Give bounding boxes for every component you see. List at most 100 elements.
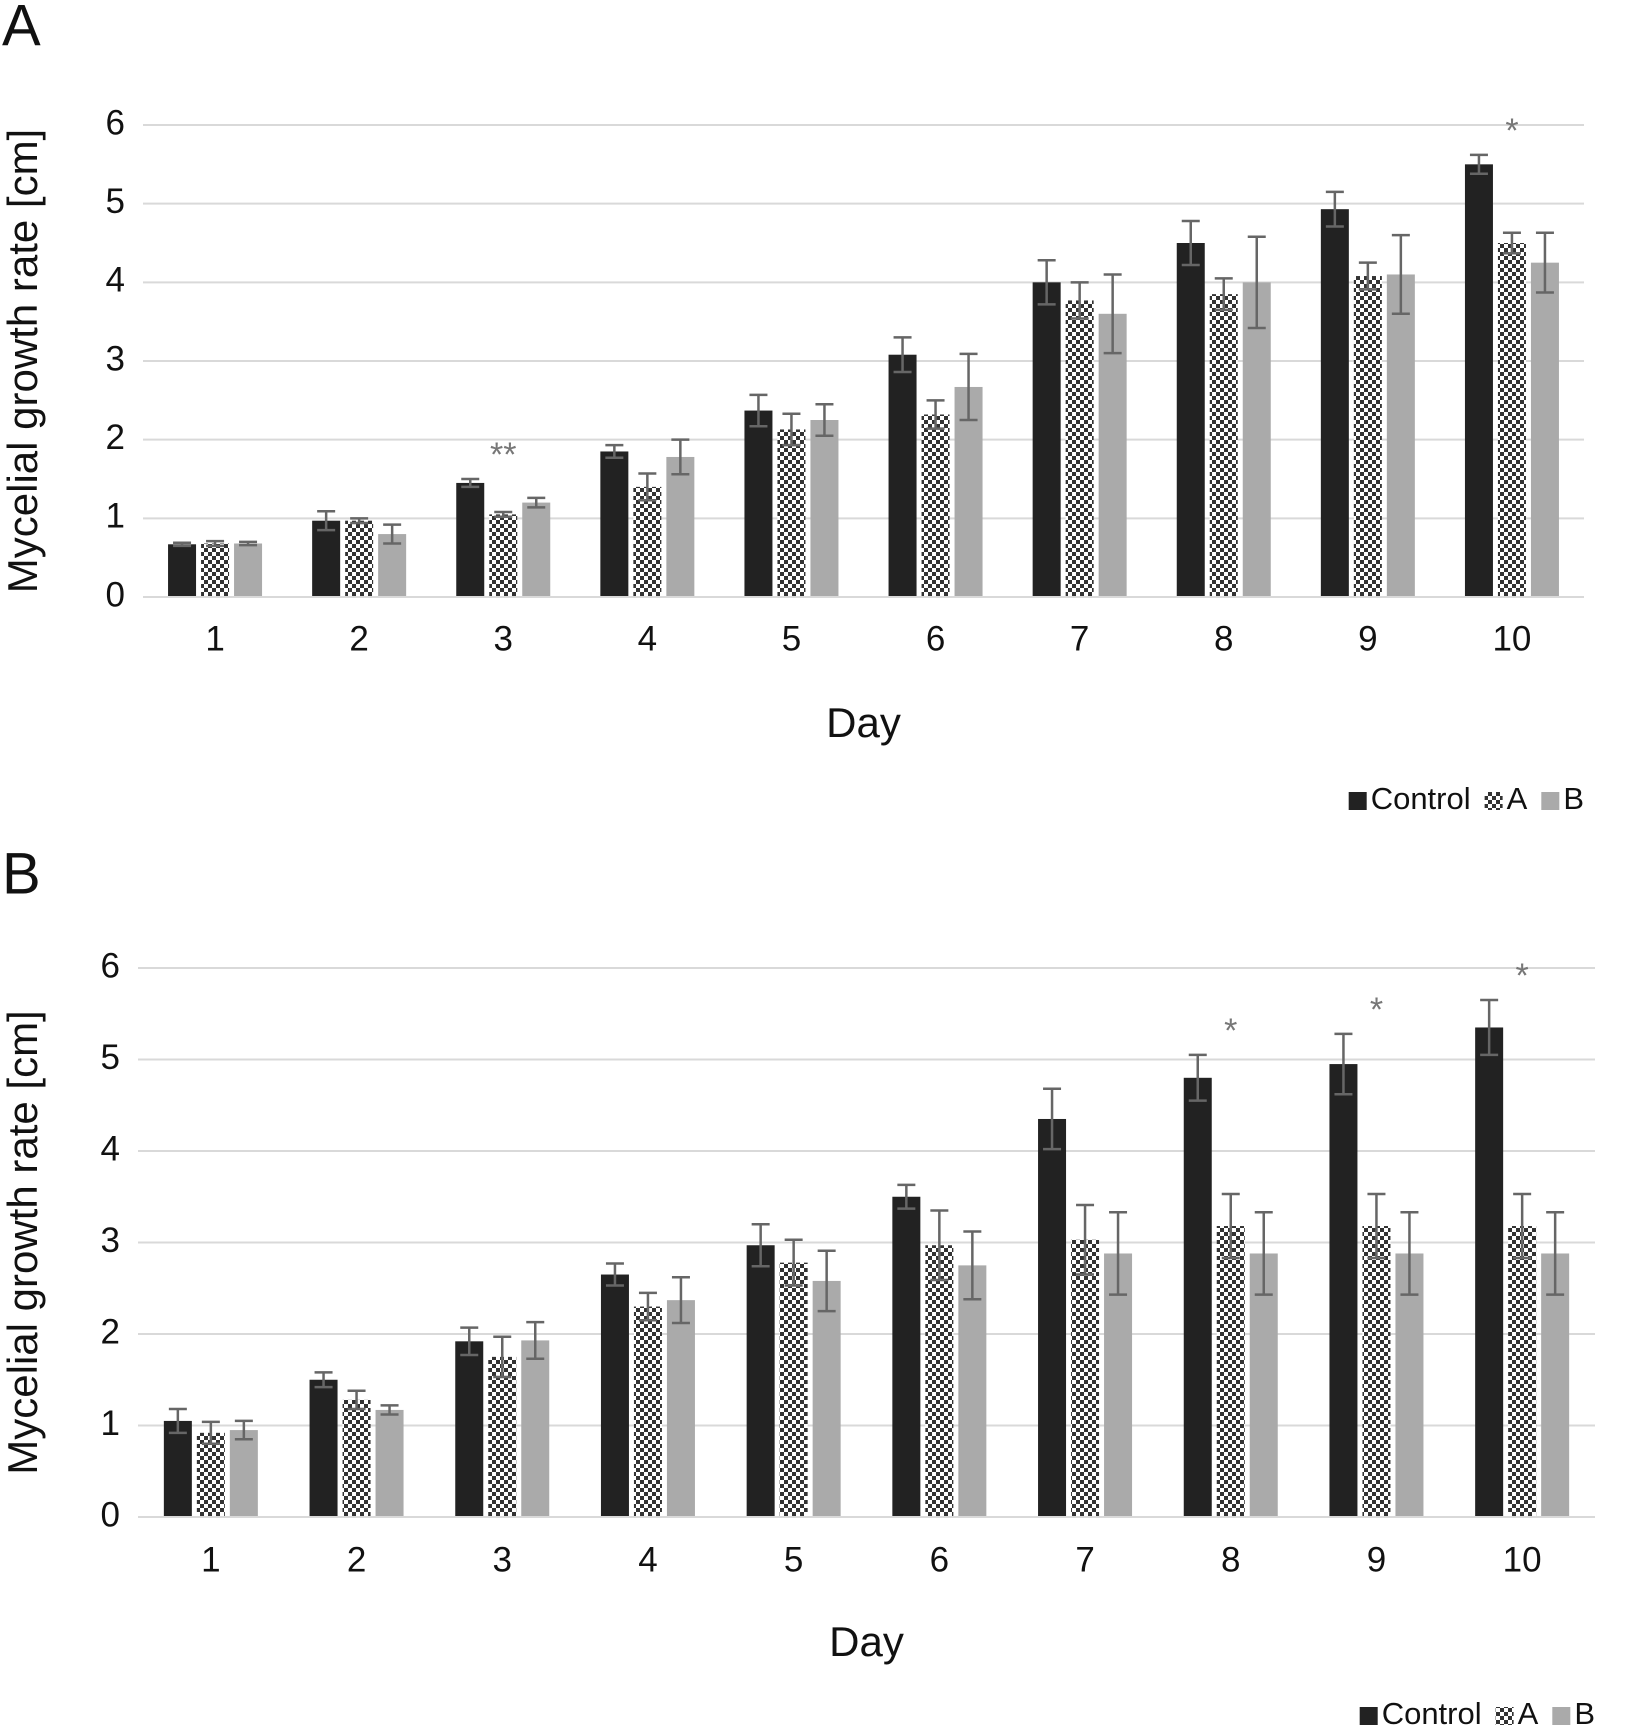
error-bar xyxy=(1070,281,1089,320)
error-bar xyxy=(1221,1192,1240,1260)
legend-label: B xyxy=(1563,781,1584,816)
x-axis-title: Day xyxy=(826,699,901,746)
bar xyxy=(521,1340,550,1517)
error-bar xyxy=(605,443,624,460)
bar xyxy=(1362,1226,1391,1517)
bar xyxy=(309,1379,338,1517)
error-bar xyxy=(1535,231,1554,294)
bar xyxy=(1249,1253,1278,1517)
legend-swatch xyxy=(1495,1707,1514,1725)
x-tick-label: 6 xyxy=(926,619,945,658)
error-bar xyxy=(1367,1192,1386,1260)
y-tick-label: 1 xyxy=(101,1404,120,1443)
significance-mark: * xyxy=(1516,957,1529,995)
x-tick-label: 10 xyxy=(1492,619,1531,658)
error-bar xyxy=(314,1371,333,1389)
bar xyxy=(600,1274,629,1517)
significance-mark: ** xyxy=(490,436,516,474)
bar xyxy=(455,1341,484,1517)
bar xyxy=(1242,282,1271,597)
bar xyxy=(1104,1253,1133,1517)
error-bar xyxy=(347,1389,366,1411)
error-bar xyxy=(1480,998,1499,1057)
bar xyxy=(1183,1077,1212,1517)
x-tick-label: 3 xyxy=(494,619,513,658)
y-tick-label: 3 xyxy=(101,1221,120,1260)
y-tick-label: 0 xyxy=(101,1495,120,1534)
panel-label: A xyxy=(2,0,41,58)
bar xyxy=(1098,313,1127,597)
x-tick-label: 7 xyxy=(1075,1540,1094,1579)
bar xyxy=(666,456,695,597)
error-bar xyxy=(1109,1211,1128,1296)
error-bar xyxy=(1469,153,1488,176)
bar xyxy=(1216,1226,1245,1517)
bar xyxy=(1475,1027,1504,1517)
error-bar xyxy=(1391,233,1410,316)
y-axis-title: Mycelial growth rate [cm] xyxy=(0,129,46,593)
error-bar xyxy=(897,1183,916,1210)
legend-swatch xyxy=(1541,792,1560,810)
error-bar xyxy=(1502,231,1521,255)
x-tick-label: 3 xyxy=(493,1540,512,1579)
error-bar xyxy=(1247,235,1266,330)
error-bar xyxy=(239,540,258,547)
error-bar xyxy=(815,403,834,437)
x-tick-label: 5 xyxy=(784,1540,803,1579)
error-bar xyxy=(1400,1211,1419,1296)
error-bar xyxy=(526,1320,545,1360)
bar xyxy=(201,543,230,597)
y-tick-label: 4 xyxy=(101,1129,120,1168)
bar xyxy=(810,420,839,597)
bar xyxy=(666,1300,695,1517)
x-tick-label: 6 xyxy=(930,1540,949,1579)
error-bar xyxy=(1358,261,1377,291)
x-tick-label: 4 xyxy=(638,619,657,658)
bar xyxy=(921,414,950,597)
bar xyxy=(892,1196,921,1517)
error-bar xyxy=(1103,273,1122,355)
bar xyxy=(345,520,374,597)
error-bar xyxy=(1513,1192,1532,1260)
y-axis-title: Mycelial growth rate [cm] xyxy=(0,1010,46,1474)
bar xyxy=(746,1245,775,1517)
error-bar xyxy=(1181,219,1200,267)
significance-mark: * xyxy=(1505,112,1518,150)
legend-swatch xyxy=(1552,1707,1571,1725)
error-bar xyxy=(963,1230,982,1301)
x-tick-label: 2 xyxy=(347,1540,366,1579)
bar xyxy=(163,1420,192,1517)
panel-label: B xyxy=(2,841,41,906)
bar xyxy=(1508,1226,1537,1517)
bar xyxy=(1530,262,1559,597)
error-bar xyxy=(1546,1211,1565,1296)
x-tick-label: 9 xyxy=(1367,1540,1386,1579)
bar xyxy=(1320,209,1349,597)
error-bar xyxy=(638,1291,657,1322)
error-bar xyxy=(350,517,369,525)
x-tick-label: 4 xyxy=(638,1540,657,1579)
legend-label: Control xyxy=(1382,1696,1482,1731)
legend-label: A xyxy=(1507,781,1528,816)
error-bar xyxy=(671,438,690,476)
y-tick-label: 1 xyxy=(106,497,125,536)
y-tick-label: 4 xyxy=(106,261,125,300)
legend-swatch xyxy=(1359,1707,1378,1725)
y-tick-label: 3 xyxy=(106,339,125,378)
error-bar xyxy=(527,496,546,509)
bar xyxy=(312,520,341,597)
bar xyxy=(633,1306,662,1517)
error-bar xyxy=(234,1419,253,1441)
error-bar xyxy=(173,541,192,548)
error-bar xyxy=(926,399,945,430)
bar xyxy=(954,386,983,597)
bar xyxy=(342,1399,371,1517)
x-tick-label: 10 xyxy=(1503,1540,1542,1579)
bar xyxy=(1209,294,1238,597)
x-tick-label: 7 xyxy=(1070,619,1089,658)
error-bar xyxy=(1214,277,1233,312)
error-bar xyxy=(461,477,480,489)
error-bar xyxy=(784,1238,803,1287)
legend-label: A xyxy=(1518,1696,1539,1731)
bar xyxy=(633,486,662,597)
